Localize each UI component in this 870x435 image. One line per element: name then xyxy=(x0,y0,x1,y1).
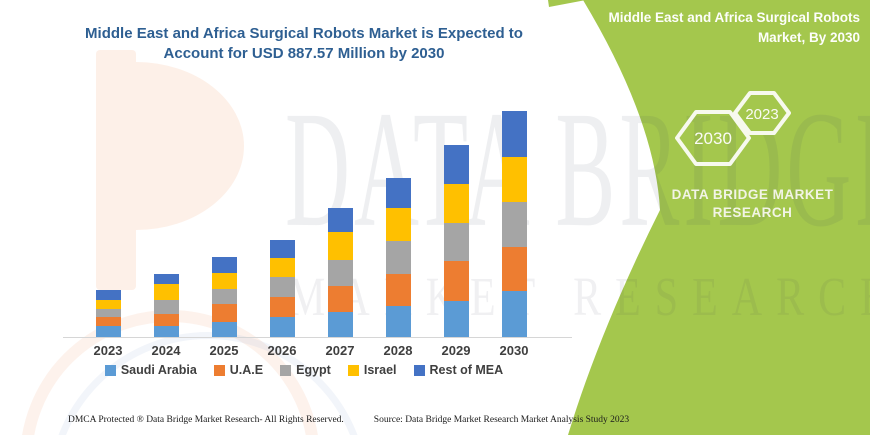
side-panel-title-line2: Market, By 2030 xyxy=(757,30,860,45)
bar-segment-2023-rest-of-mea xyxy=(96,289,121,300)
bar-segment-2029-israel xyxy=(444,184,469,224)
legend-label-israel: Israel xyxy=(363,363,397,377)
bar-segment-2026-israel xyxy=(270,258,295,278)
legend: Saudi Arabia U.A.E Egypt Israel Rest of MEA xyxy=(58,363,550,377)
bar-segment-2027-u-a-e xyxy=(328,286,353,312)
side-panel-title: Middle East and Africa Surgical Robots M… xyxy=(560,8,860,48)
bar-2027 xyxy=(328,207,353,337)
x-tick-2026: 2026 xyxy=(267,343,297,358)
footer-dmca: DMCA Protected ® Data Bridge Market Rese… xyxy=(68,415,344,425)
bar-segment-2023-egypt xyxy=(96,308,121,318)
bar-segment-2025-saudi-arabia xyxy=(212,321,237,337)
brand-name-line2: RESEARCH xyxy=(712,205,793,220)
legend-item-egypt: Egypt xyxy=(280,363,331,377)
bar-segment-2024-egypt xyxy=(154,299,179,314)
legend-swatch-israel xyxy=(347,364,359,376)
bar-segment-2025-u-a-e xyxy=(212,304,237,322)
hexagon-2030 xyxy=(675,110,751,166)
bar-segment-2028-israel xyxy=(386,207,411,242)
bar-segment-2023-israel xyxy=(96,299,121,309)
bar-2024 xyxy=(154,273,179,337)
green-panel-main xyxy=(568,0,870,435)
bar-segment-2030-u-a-e xyxy=(502,247,527,292)
x-tick-2023: 2023 xyxy=(93,343,123,358)
bar-segment-2028-u-a-e xyxy=(386,273,411,307)
bar-segment-2030-saudi-arabia xyxy=(502,291,527,337)
hexagon-2030-label: 2030 xyxy=(694,129,732,148)
side-panel-title-line1: Middle East and Africa Surgical Robots xyxy=(608,10,860,25)
bar-segment-2026-rest-of-mea xyxy=(270,239,295,259)
x-axis-labels: 2023 2024 2025 2026 2027 2028 2029 2030 xyxy=(63,343,545,360)
hexagon-2023-label: 2023 xyxy=(745,106,778,123)
x-tick-2027: 2027 xyxy=(325,343,355,358)
legend-swatch-rest-of-mea xyxy=(413,364,425,376)
bar-segment-2026-u-a-e xyxy=(270,296,295,317)
bar-2029 xyxy=(444,144,469,337)
brand-name: DATA BRIDGE MARKET RESEARCH xyxy=(650,186,855,222)
hexagon-2023 xyxy=(733,91,791,135)
bar-segment-2025-israel xyxy=(212,272,237,289)
bar-2026 xyxy=(270,239,295,337)
footer-source: Source: Data Bridge Market Research Mark… xyxy=(373,415,630,425)
bar-segment-2028-rest-of-mea xyxy=(386,177,411,208)
x-tick-2028: 2028 xyxy=(383,343,413,358)
bar-2023 xyxy=(96,289,121,337)
bar-segment-2023-saudi-arabia xyxy=(96,326,121,337)
bar-2030 xyxy=(502,111,527,337)
bars-container xyxy=(63,0,545,337)
legend-swatch-egypt xyxy=(280,364,292,376)
legend-label-rest-of-mea: Rest of MEA xyxy=(429,363,504,377)
bar-segment-2030-rest-of-mea xyxy=(502,111,527,158)
bar-segment-2030-egypt xyxy=(502,202,527,248)
bar-2025 xyxy=(212,256,237,337)
bar-segment-2029-rest-of-mea xyxy=(444,144,469,185)
bar-segment-2024-rest-of-mea xyxy=(154,273,179,285)
bar-segment-2029-saudi-arabia xyxy=(444,301,469,337)
legend-item-rest-of-mea: Rest of MEA xyxy=(413,363,504,377)
legend-item-israel: Israel xyxy=(347,363,397,377)
legend-label-u-a-e: U.A.E xyxy=(229,363,264,377)
x-tick-2030: 2030 xyxy=(499,343,529,358)
bar-segment-2028-egypt xyxy=(386,241,411,274)
legend-label-egypt: Egypt xyxy=(296,363,331,377)
green-panel-fill xyxy=(548,0,870,435)
bar-segment-2026-saudi-arabia xyxy=(270,316,295,337)
x-tick-2024: 2024 xyxy=(151,343,181,358)
legend-label-saudi-arabia: Saudi Arabia xyxy=(120,363,197,377)
legend-swatch-saudi-arabia xyxy=(104,364,116,376)
bar-segment-2029-u-a-e xyxy=(444,261,469,302)
legend-swatch-u-a-e xyxy=(213,364,225,376)
bar-segment-2027-egypt xyxy=(328,260,353,286)
bar-segment-2025-egypt xyxy=(212,288,237,305)
green-panel-wedge xyxy=(548,0,586,7)
x-axis-line xyxy=(63,337,572,338)
bar-segment-2030-israel xyxy=(502,157,527,203)
brand-name-line1: DATA BRIDGE MARKET xyxy=(671,187,834,202)
chart-title-line2: Account for USD 887.57 Million by 2030 xyxy=(163,45,445,62)
bar-segment-2028-saudi-arabia xyxy=(386,306,411,337)
footer: DMCA Protected ® Data Bridge Market Rese… xyxy=(68,415,629,425)
bar-segment-2024-u-a-e xyxy=(154,313,179,327)
bar-2028 xyxy=(386,177,411,337)
bar-segment-2025-rest-of-mea xyxy=(212,256,237,273)
legend-item-saudi-arabia: Saudi Arabia xyxy=(104,363,197,377)
hexagons-graphic: 2030 2023 xyxy=(675,91,791,166)
x-tick-2025: 2025 xyxy=(209,343,239,358)
bar-segment-2026-egypt xyxy=(270,277,295,297)
x-tick-2029: 2029 xyxy=(441,343,471,358)
bar-segment-2023-u-a-e xyxy=(96,317,121,327)
chart-title: Middle East and Africa Surgical Robots M… xyxy=(63,24,545,64)
bar-segment-2027-israel xyxy=(328,232,353,261)
bar-segment-2029-egypt xyxy=(444,223,469,262)
bar-segment-2027-saudi-arabia xyxy=(328,312,353,337)
legend-item-u-a-e: U.A.E xyxy=(213,363,264,377)
chart-title-line1: Middle East and Africa Surgical Robots M… xyxy=(85,25,523,42)
bar-segment-2024-saudi-arabia xyxy=(154,326,179,337)
bar-segment-2027-rest-of-mea xyxy=(328,207,353,233)
bar-segment-2024-israel xyxy=(154,284,179,300)
